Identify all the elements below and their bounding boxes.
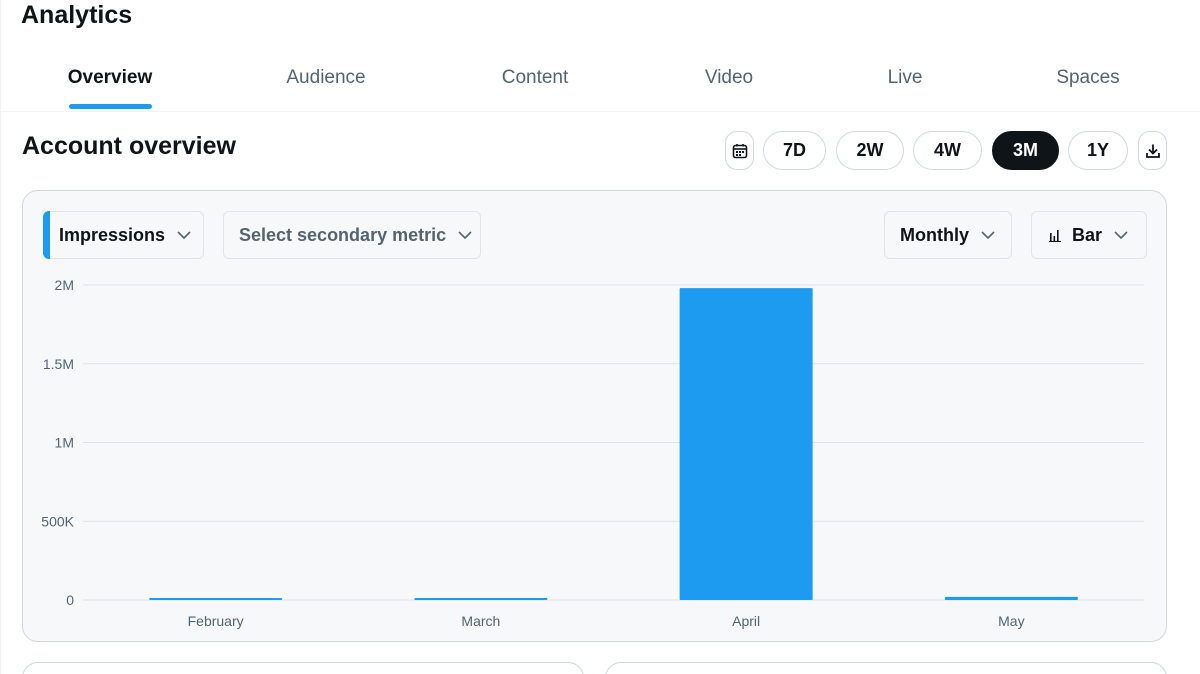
range-2w-button[interactable]: 2W bbox=[836, 131, 904, 170]
range-3m-button[interactable]: 3M bbox=[992, 131, 1059, 170]
y-tick-label: 1.5M bbox=[43, 356, 74, 372]
chevron-down-icon bbox=[981, 231, 995, 239]
range-7d-button[interactable]: 7D bbox=[763, 131, 826, 170]
range-4w-button[interactable]: 4W bbox=[913, 131, 982, 170]
chevron-down-icon bbox=[1114, 231, 1128, 239]
primary-metric-label: Impressions bbox=[59, 224, 166, 245]
chevron-down-icon bbox=[458, 231, 472, 239]
download-button[interactable] bbox=[1138, 131, 1167, 170]
x-tick-label: April bbox=[732, 613, 760, 629]
primary-metric-accent bbox=[43, 211, 50, 259]
y-tick-label: 2M bbox=[55, 277, 74, 293]
x-tick-label: February bbox=[188, 613, 244, 629]
chart-type-select[interactable]: Bar bbox=[1031, 211, 1147, 259]
tab-bar: Overview Audience Content Video Live Spa… bbox=[1, 56, 1200, 112]
y-tick-label: 0 bbox=[66, 592, 74, 608]
chart-type-label: Bar bbox=[1072, 224, 1103, 245]
range-1y-button[interactable]: 1Y bbox=[1068, 131, 1128, 170]
tab-audience[interactable]: Audience bbox=[286, 67, 366, 88]
tab-live[interactable]: Live bbox=[887, 67, 923, 88]
secondary-metric-label: Select secondary metric bbox=[239, 224, 447, 245]
x-tick-label: March bbox=[461, 613, 500, 629]
chevron-down-icon bbox=[177, 231, 191, 239]
calendar-icon bbox=[732, 143, 747, 158]
tab-video[interactable]: Video bbox=[704, 67, 754, 88]
page-title: Analytics bbox=[21, 1, 133, 29]
tab-overview[interactable]: Overview bbox=[67, 67, 153, 88]
bar-march bbox=[414, 598, 548, 600]
bar-may bbox=[944, 596, 1078, 600]
primary-metric-select[interactable]: Impressions bbox=[43, 211, 204, 259]
tab-content[interactable]: Content bbox=[501, 67, 569, 88]
download-icon bbox=[1145, 144, 1160, 158]
bar-april bbox=[679, 288, 813, 600]
impressions-bar-chart: 0 500K 1M 1.5M 2M February March April May bbox=[41, 277, 1144, 629]
interval-select[interactable]: Monthly bbox=[884, 211, 1012, 259]
date-picker-button[interactable] bbox=[725, 131, 754, 170]
bar-february bbox=[149, 598, 283, 600]
interval-label: Monthly bbox=[900, 224, 969, 245]
chart-card: Impressions Select secondary metric Mont… bbox=[22, 190, 1167, 642]
y-tick-label: 1M bbox=[55, 435, 74, 451]
x-tick-label: May bbox=[998, 613, 1024, 629]
tab-spaces[interactable]: Spaces bbox=[1056, 67, 1120, 88]
y-tick-label: 500K bbox=[41, 513, 74, 529]
secondary-metric-select[interactable]: Select secondary metric bbox=[223, 211, 481, 259]
section-title: Account overview bbox=[22, 132, 236, 160]
summary-card-right bbox=[605, 662, 1167, 674]
active-tab-indicator bbox=[69, 104, 152, 109]
summary-card-left bbox=[22, 662, 584, 674]
bar-chart-icon bbox=[1049, 230, 1061, 242]
